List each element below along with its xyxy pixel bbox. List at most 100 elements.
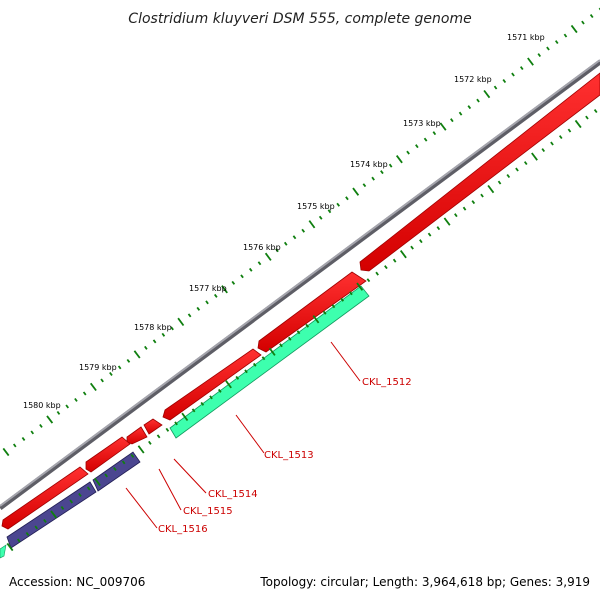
gene-feature-ckl-1514[interactable] [162,348,262,421]
minor-tick [471,200,476,205]
tick-label: 1579 kbp [79,363,117,372]
minor-tick [161,332,166,337]
minor-tick [16,538,21,543]
gene-label-leaders [125,341,361,529]
minor-tick [462,206,467,211]
minor-tick [100,378,104,383]
minor-tick [109,371,113,376]
major-tick [570,24,578,34]
major-tick [527,57,534,66]
minor-tick [419,239,423,244]
accession-text: Accession: NC_009706 [9,575,145,589]
minor-tick [296,330,301,335]
major-tick [221,285,228,294]
gene-feature-ckl-1512[interactable] [359,72,600,272]
outer-tick-ring [2,7,600,457]
leader-ckl-1515 [158,468,182,511]
minor-tick [275,248,279,253]
minor-tick [567,128,572,133]
minor-tick [196,306,201,311]
minor-tick [30,430,35,435]
minor-tick [454,213,458,218]
minor-tick [581,20,585,25]
minor-tick [388,163,393,168]
gene-feature-ckl-1516[interactable] [85,436,131,473]
minor-tick [205,300,209,305]
gene-feature-ckl-1515a[interactable] [143,418,163,435]
minor-tick [104,473,108,478]
minor-tick [436,226,441,231]
gene-feature-ckl-1517-rev[interactable] [6,481,97,549]
minor-tick [43,518,47,523]
minor-tick [585,115,589,120]
major-tick [395,155,403,164]
gene-feature-ckl-1513[interactable] [257,271,367,353]
minor-tick [497,180,502,185]
minor-tick [554,40,559,45]
major-tick [46,415,54,424]
tick-label: 1577 kbp [189,284,227,293]
minor-tick [318,215,323,220]
minor-tick [550,141,554,146]
minor-tick [366,278,371,283]
tick-label: 1576 kbp [243,243,281,252]
minor-tick [279,343,283,348]
minor-tick [392,258,397,263]
tick-label-group: 1571 kbp 1572 kbp 1573 kbp 1574 kbp 1575 kbp… [23,33,545,410]
minor-tick [148,440,152,445]
major-tick [443,217,451,226]
gene-label-ckl-1516[interactable]: CKL_1516 [158,524,208,535]
minor-tick [371,176,375,181]
minor-tick [506,174,511,179]
gene-feature-ckl-1517[interactable] [1,466,89,530]
minor-tick [450,118,454,123]
gene-label-ckl-1514[interactable]: CKL_1514 [208,489,258,500]
minor-tick [301,228,306,233]
genome-backbone [0,59,600,511]
minor-tick [322,310,327,315]
minor-tick [217,388,222,393]
tick-label: 1572 kbp [454,75,492,84]
minor-tick [415,144,419,149]
gene-feature-edge-rev[interactable] [0,544,7,559]
minor-tick [130,453,135,458]
minor-tick [432,131,437,136]
major-tick [574,119,582,129]
major-tick [50,510,58,519]
minor-tick [174,421,178,426]
minor-tick [74,397,78,402]
major-tick [487,184,495,194]
minor-tick [546,46,550,51]
tick-label: 1580 kbp [23,401,61,410]
minor-tick [25,531,30,536]
gene-label-ckl-1512[interactable]: CKL_1512 [362,377,412,388]
minor-tick [60,505,65,510]
minor-tick [69,499,74,504]
minor-tick [589,14,594,19]
minor-tick [519,66,524,71]
minor-tick [187,313,192,318]
minor-tick [121,460,126,465]
minor-tick [537,53,542,58]
leader-ckl-1513 [235,414,265,454]
minor-tick [209,395,213,400]
gene-label-ckl-1515[interactable]: CKL_1515 [183,506,233,517]
gene-feature-ckl-1516-rev[interactable] [92,451,141,492]
minor-tick [480,193,484,198]
minor-tick [21,436,26,441]
genome-summary-text: Topology: circular; Length: 3,964,618 bp… [259,575,590,589]
tick-label: 1574 kbp [350,160,388,169]
minor-tick [327,209,332,214]
minor-tick [231,280,236,285]
major-tick [133,350,141,359]
gene-feature-ckl-1513-rev[interactable] [169,285,370,439]
major-tick [399,250,407,259]
gene-label-ckl-1513[interactable]: CKL_1513 [264,450,314,461]
major-tick [352,187,360,196]
minor-tick [252,362,257,367]
minor-tick [345,196,349,201]
minor-tick [458,111,463,116]
gene-feature-ckl-1515[interactable] [126,426,148,445]
minor-tick [113,466,117,471]
leader-ckl-1512 [330,341,361,382]
